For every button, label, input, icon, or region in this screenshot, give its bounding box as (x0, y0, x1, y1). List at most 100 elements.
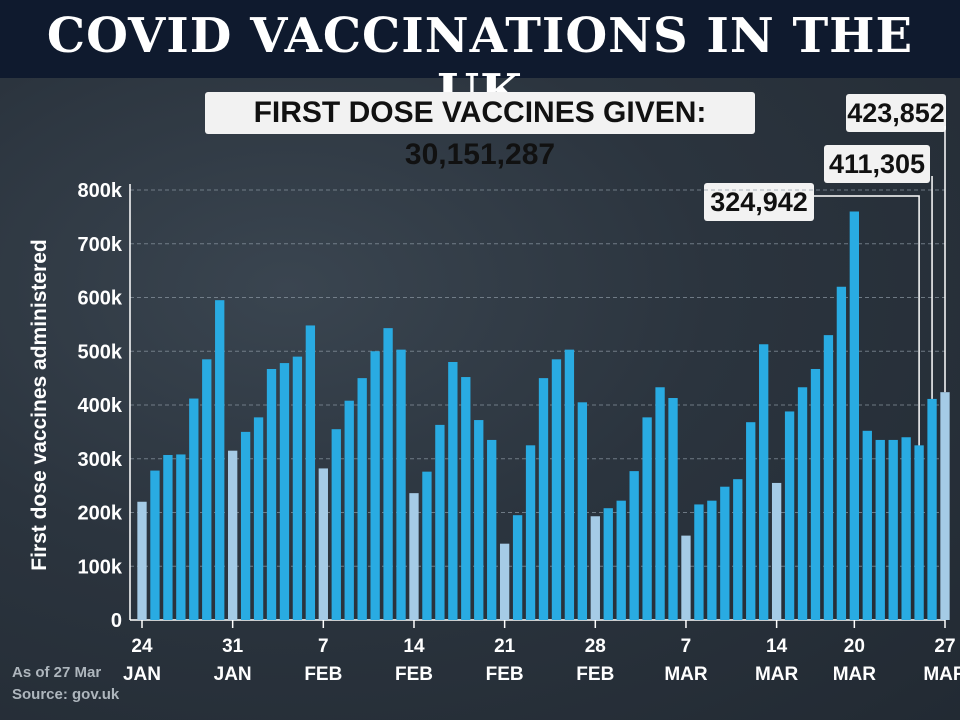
y-tick-label: 700k (78, 234, 123, 256)
bar (227, 450, 238, 620)
source-note: Source: gov.uk (12, 686, 120, 703)
bar (292, 356, 303, 620)
bar (305, 325, 316, 620)
y-tick-label: 800k (78, 180, 123, 202)
bar (525, 445, 536, 620)
bar (849, 211, 860, 620)
bar (603, 508, 613, 620)
x-tick-month: JAN (123, 664, 161, 685)
x-tick-day: 28 (585, 636, 606, 657)
bar (733, 479, 743, 620)
x-tick-day: 21 (494, 636, 516, 657)
bar (810, 368, 821, 620)
x-tick-day: 14 (403, 636, 425, 657)
x-tick-day: 14 (766, 636, 788, 657)
as-of-note: As of 27 Mar (12, 664, 102, 681)
bar (189, 398, 199, 620)
bar (888, 439, 898, 620)
y-tick-label: 600k (78, 288, 123, 310)
bar (396, 349, 406, 620)
bar (914, 445, 924, 620)
x-tick-day: 24 (131, 636, 153, 657)
total-first-dose-label: FIRST DOSE VACCINES GIVEN: 30,151,287 (205, 92, 755, 171)
bar (720, 486, 730, 620)
callout-value-3: 423,852 (846, 94, 946, 132)
bar (681, 535, 691, 620)
bar (240, 431, 251, 620)
bar (499, 543, 510, 620)
bar (616, 500, 626, 620)
y-tick-label: 0 (111, 610, 122, 632)
bar (409, 493, 419, 620)
bar (370, 351, 380, 620)
x-tick-month: JAN (214, 664, 252, 685)
bar (875, 439, 885, 620)
page-title: COVID VACCINATIONS IN THE UK (46, 8, 914, 120)
x-tick-month: MAR (833, 664, 877, 685)
bar (771, 482, 782, 620)
bar (163, 454, 173, 620)
bar (538, 378, 549, 620)
bar (707, 500, 717, 620)
bar (668, 398, 678, 620)
y-tick-label: 500k (78, 341, 123, 363)
bar (474, 420, 484, 620)
callout-value-2: 411,305 (824, 145, 930, 183)
bar (940, 392, 950, 620)
bar (823, 335, 834, 620)
bar (655, 387, 665, 620)
callout-leader-line (814, 195, 920, 446)
bar (836, 286, 847, 620)
bar (202, 359, 212, 620)
bar (318, 468, 328, 620)
y-tick-label: 200k (78, 503, 123, 525)
bar (901, 437, 911, 620)
bar (215, 300, 225, 620)
x-tick-day: 31 (222, 636, 244, 657)
bar (435, 424, 445, 620)
bar (577, 402, 588, 620)
bar (150, 470, 160, 620)
x-tick-day: 27 (934, 636, 955, 657)
bar (564, 349, 575, 620)
x-tick-day: 7 (318, 636, 329, 657)
bar (253, 417, 264, 620)
bar (461, 377, 471, 620)
bar (448, 362, 458, 620)
x-tick-month: MAR (923, 664, 960, 685)
bar (694, 504, 704, 620)
bar (331, 429, 341, 620)
bar (797, 387, 808, 620)
x-tick-month: FEB (304, 664, 342, 685)
y-axis-label: First dose vaccines administered (28, 239, 51, 570)
y-tick-label: 100k (78, 556, 123, 578)
bar (629, 471, 639, 620)
x-tick-day: 20 (844, 636, 865, 657)
bar (487, 439, 497, 620)
bar (344, 400, 354, 620)
x-tick-day: 7 (681, 636, 692, 657)
y-tick-label: 300k (78, 449, 123, 471)
bar (422, 471, 432, 620)
bar (266, 368, 277, 620)
x-tick-month: MAR (664, 664, 708, 685)
x-tick-month: MAR (755, 664, 799, 685)
bar (759, 344, 769, 620)
x-tick-month: FEB (486, 664, 524, 685)
bar (357, 378, 367, 620)
bar (279, 363, 290, 620)
callout-value-1: 324,942 (704, 183, 814, 221)
bar (927, 398, 937, 620)
y-tick-label: 400k (78, 395, 123, 417)
bar (176, 454, 186, 620)
x-tick-month: FEB (576, 664, 614, 685)
header-banner: COVID VACCINATIONS IN THE UK (0, 0, 960, 120)
bar (512, 515, 523, 620)
bar (383, 328, 393, 620)
x-tick-month: FEB (395, 664, 433, 685)
bar (784, 411, 795, 620)
bar (862, 430, 872, 620)
bar (137, 501, 147, 620)
